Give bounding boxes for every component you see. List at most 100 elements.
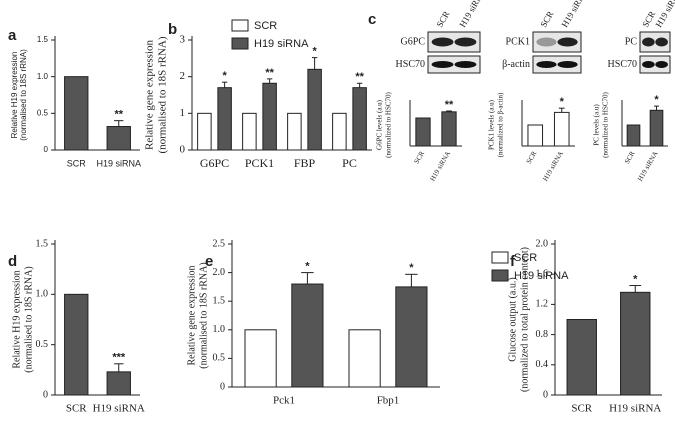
legend-label: SCR — [254, 20, 277, 32]
blot-band — [454, 37, 477, 47]
y-tick-label: 1 — [180, 107, 186, 119]
x-tick-label: H19 siRNA — [636, 150, 660, 183]
bar — [395, 286, 428, 388]
y-tick-label: 0 — [180, 144, 186, 156]
x-tick-label: PC — [342, 156, 357, 170]
x-tick-label: Pck1 — [273, 395, 295, 407]
band-label: HSC70 — [608, 59, 637, 70]
y-axis-label: Relative H19 expression — [11, 270, 22, 368]
y-axis-label: (normalised to 18S rRNA) — [23, 266, 34, 372]
x-tick-label: H19 siRNA — [429, 150, 453, 183]
bar — [106, 371, 131, 396]
bar — [441, 111, 457, 147]
blot-band — [431, 61, 454, 68]
y-tick-label: 0.8 — [536, 329, 549, 340]
y-tick-label: 1.5 — [36, 238, 49, 249]
blot-band — [431, 37, 454, 47]
band-label: HSC70 — [396, 59, 425, 70]
y-tick-label: 1.2 — [536, 299, 549, 310]
y-tick-label: 0 — [43, 389, 48, 400]
x-tick-label: SCR — [413, 150, 427, 166]
band-label: PC — [625, 36, 638, 47]
blot-band — [557, 37, 578, 47]
x-tick-label: G6PC — [200, 156, 229, 170]
lane-label: H19 siRNA — [457, 0, 487, 29]
blot-frame — [639, 31, 671, 53]
y-tick-label: 3 — [180, 34, 186, 46]
y-axis-label: G6PC levels (a.u) — [376, 99, 384, 150]
x-tick-label: H19 siRNA — [609, 403, 661, 415]
legend-swatch — [231, 19, 249, 32]
y-axis-label: (normalized to HSC70) — [385, 91, 393, 157]
blot-band — [642, 37, 655, 47]
blot-band — [655, 61, 668, 68]
significance: ** — [265, 67, 274, 79]
x-tick-label: SCR — [67, 158, 87, 168]
y-axis-label: Relative gene expression — [186, 266, 197, 366]
y-tick-label: 0.5 — [213, 353, 226, 364]
y-tick-label: 0 — [543, 389, 548, 400]
y-axis-label: (normalised to 18S rRNA) — [19, 49, 28, 141]
y-axis-label: Relative H19 expression — [10, 52, 19, 139]
y-axis-label: (normalised to 18S rRNA) — [198, 262, 209, 368]
x-tick-label: H19 siRNA — [93, 403, 145, 415]
lane-label: SCR — [538, 9, 555, 29]
blot-frame — [532, 31, 582, 53]
legend-label: SCR — [514, 252, 537, 264]
significance: * — [654, 94, 659, 106]
bar — [348, 329, 381, 388]
bar — [106, 126, 131, 151]
significance: * — [312, 46, 317, 58]
y-axis-label: (normalised to 18S rRNA) — [157, 36, 169, 153]
y-tick-label: 0.5 — [36, 339, 49, 350]
x-tick-label: FBP — [294, 156, 316, 170]
lane-label: H19 siRNA — [559, 0, 589, 29]
lane-label: SCR — [640, 9, 657, 29]
blot-band — [536, 37, 557, 47]
y-axis-label: (normalized to β-actin) — [497, 92, 505, 157]
bar — [527, 124, 544, 147]
significance: *** — [112, 352, 126, 364]
bar — [287, 112, 302, 151]
panel-letter: e — [205, 253, 213, 270]
bar — [626, 124, 641, 147]
y-axis-label: PCK1 levels (a.u) — [488, 99, 496, 150]
panel-letter: c — [368, 11, 376, 28]
bar — [307, 68, 322, 151]
y-tick-label: 1.0 — [37, 72, 49, 81]
bar — [649, 109, 664, 147]
blot-frame — [427, 31, 481, 53]
x-tick-label: SCR — [525, 150, 539, 166]
y-axis-label: Relative gene expression — [144, 40, 156, 150]
y-axis-label: (normalized to HSC70) — [602, 91, 610, 157]
y-tick-label: 0.5 — [37, 108, 49, 117]
x-tick-label: PCK1 — [245, 156, 274, 170]
lane-label: SCR — [434, 9, 451, 29]
bar — [620, 291, 651, 396]
bar — [262, 82, 277, 151]
blot-band — [557, 61, 578, 68]
y-axis-label: (normalized to total protein content) — [519, 247, 530, 392]
bar — [566, 319, 597, 396]
x-tick-label: H19 siRNA — [96, 158, 141, 168]
blot-frame — [639, 55, 671, 74]
y-axis-label: Glucose output (a.u.) — [507, 277, 518, 361]
y-tick-label: 1.0 — [36, 289, 49, 300]
y-tick-label: 0 — [220, 381, 225, 392]
panel-letter: b — [168, 21, 177, 38]
y-axis-label: PC levels (a.u) — [593, 104, 601, 146]
y-tick-label: 2 — [180, 70, 186, 82]
blot-band — [655, 37, 668, 47]
y-tick-label: 0 — [44, 145, 49, 154]
bar — [244, 329, 277, 388]
significance: * — [222, 70, 227, 82]
blot-band — [454, 61, 477, 68]
bar — [217, 87, 232, 151]
y-tick-label: 1.5 — [37, 35, 49, 44]
y-tick-label: 1.0 — [213, 324, 226, 335]
band-label: PCK1 — [506, 36, 530, 47]
y-tick-label: 2.0 — [213, 267, 226, 278]
x-tick-label: H19 siRNA — [541, 150, 565, 183]
bar — [291, 283, 324, 388]
